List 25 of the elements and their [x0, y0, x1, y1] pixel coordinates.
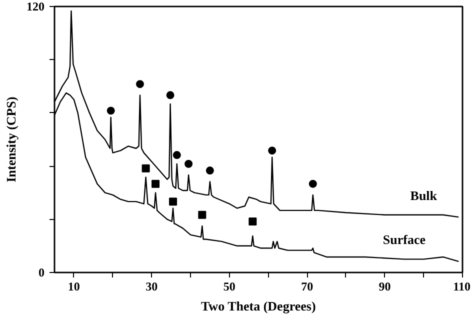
point	[106, 106, 115, 115]
point	[142, 164, 150, 172]
x-tick-label: 10	[68, 280, 80, 294]
x-tick-label: 50	[223, 280, 236, 294]
x-tick-label: 110	[453, 280, 471, 294]
series-label: Surface	[382, 232, 426, 248]
point	[169, 198, 178, 206]
point	[248, 218, 257, 226]
point	[166, 91, 174, 100]
x-axis-title: Two Theta (Degrees)	[200, 298, 316, 314]
point	[198, 210, 206, 219]
y-axis-title: Intensity (CPS)	[4, 96, 18, 182]
series-label: Bulk	[410, 188, 438, 203]
x-tick-label: 90	[378, 280, 391, 294]
point	[206, 166, 214, 175]
point	[136, 80, 144, 88]
x-tick-label: 30	[146, 280, 158, 294]
point	[268, 146, 276, 155]
y-tick-label: 120	[26, 0, 44, 14]
y-tick-label: 0	[38, 266, 44, 280]
point	[184, 160, 193, 168]
x-tick-label: 70	[301, 280, 314, 294]
point	[172, 151, 181, 160]
point	[152, 180, 160, 188]
point	[308, 180, 317, 188]
